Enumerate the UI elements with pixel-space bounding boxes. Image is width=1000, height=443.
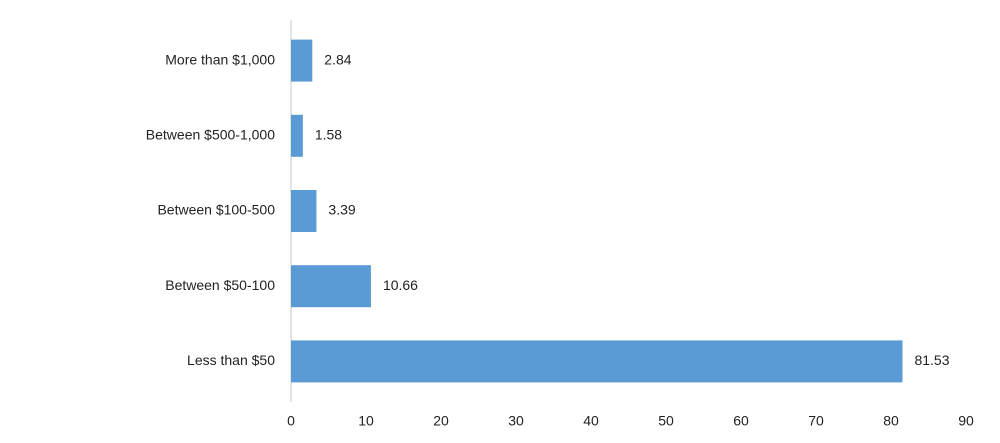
x-tick-label: 0 [287,413,295,429]
y-tick-label: Less than $50 [187,352,275,368]
x-tick-label: 80 [883,413,899,429]
data-label: 10.66 [383,277,418,293]
data-label: 1.58 [315,127,342,143]
y-tick-label: Between $50-100 [165,277,275,293]
y-tick-label: Between $100-500 [157,202,275,218]
x-tick-label: 90 [958,413,974,429]
bar [291,265,371,308]
x-tick-label: 20 [433,413,449,429]
data-label: 3.39 [328,202,355,218]
y-tick-label: More than $1,000 [165,51,275,67]
bar [291,190,317,232]
x-tick-label: 50 [658,413,674,429]
x-tick-label: 10 [358,413,374,429]
bar [291,39,313,82]
x-tick-label: 30 [508,413,524,429]
y-tick-label: Between $500-1,000 [146,127,275,143]
x-tick-label: 60 [733,413,749,429]
x-tick-label: 40 [583,413,599,429]
data-label: 2.84 [324,51,351,67]
bar [291,340,903,383]
x-tick-label: 70 [808,413,824,429]
bar [291,114,303,157]
data-label: 81.53 [914,352,949,368]
